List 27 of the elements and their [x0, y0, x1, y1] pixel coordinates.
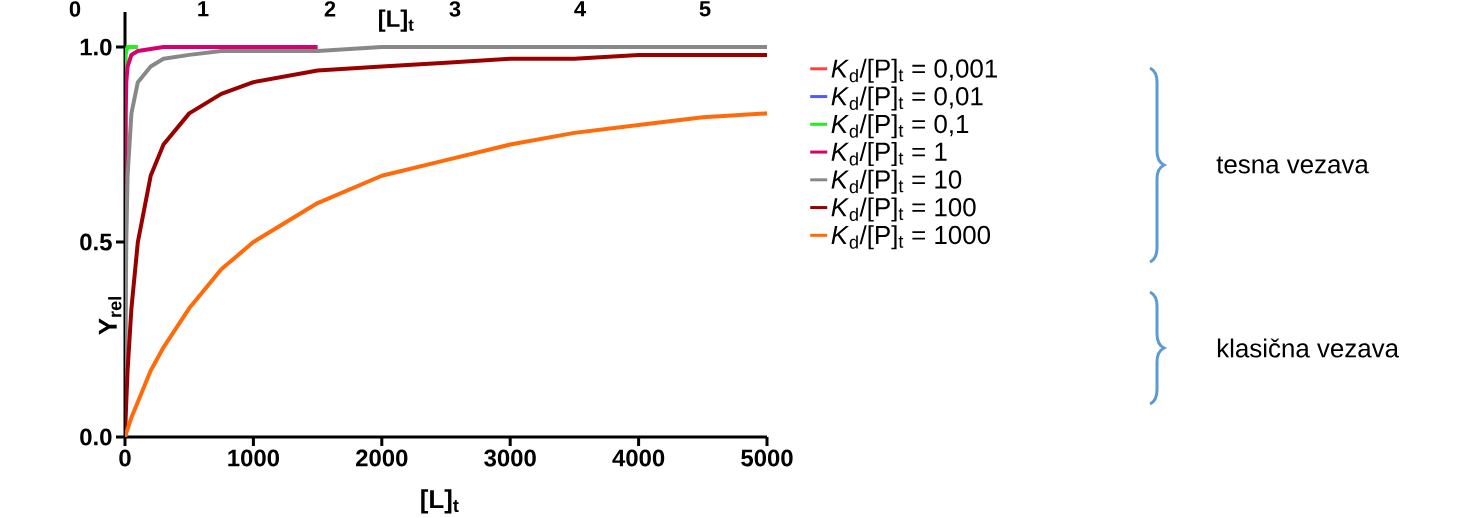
x-tick-label: 2000 — [356, 449, 408, 467]
annotation: 4 — [574, 1, 586, 17]
x-tick-label: 3000 — [484, 449, 536, 467]
text: tesna vezava — [1216, 156, 1369, 174]
x-tick-label: 0 — [119, 449, 131, 467]
legend-label: K$_{d}$/[P]$_{t}$ = 0,01 — [831, 86, 983, 111]
x-tick-label: 1000 — [228, 449, 279, 467]
legend-label: K$_{d}$/[P]$_{t}$ = 100 — [831, 197, 976, 222]
y-tick-label: 0.0 — [80, 428, 112, 446]
text: 0 — [69, 1, 81, 17]
legend-label: K$_{d}$/[P]$_{t}$ = 0,001 — [831, 58, 997, 83]
legend-label: K$_{d}$/[P]$_{t}$ = 1 — [831, 141, 947, 167]
annotation: 5 — [699, 1, 711, 17]
y-tick-label: 1.0 — [80, 38, 112, 56]
x-tick-label: 4000 — [612, 449, 665, 467]
annotation: 3 — [449, 1, 461, 17]
legend-label: K$_{d}$/[P]$_{t}$ = 1000 — [831, 225, 991, 250]
legend-label: K$_{d}$/[P]$_{t}$ = 10 — [831, 169, 962, 194]
x-axis-title: [L]$_{t}$ — [421, 489, 459, 514]
legend-label: K$_{d}$/[P]$_{t}$ = 0,1 — [831, 114, 969, 139]
y-tick-label: 0.5 — [80, 233, 112, 251]
annotation: 1 — [198, 1, 209, 17]
y-axis-title: Y$_{rel}$ — [98, 297, 122, 335]
x-tick-label: 5000 — [741, 449, 793, 467]
annotation: 2 — [324, 1, 336, 17]
text: klasična vezava — [1217, 338, 1399, 358]
annotation: [L]$_{t}$ — [379, 9, 414, 32]
